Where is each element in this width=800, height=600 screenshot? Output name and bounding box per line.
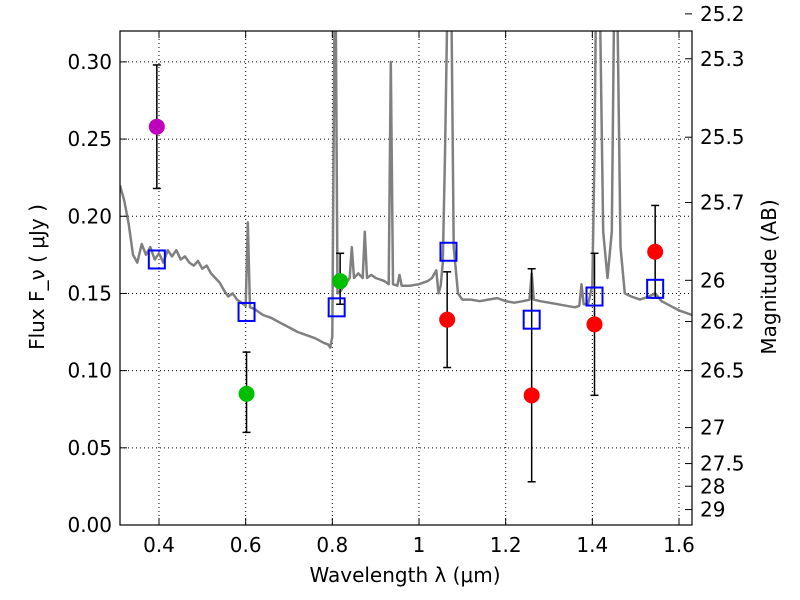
axes: 0.4 0.6 0.8 1 1.2 1.4 1.6 0.00 0.05 0.10 0.15 0.20 0… — [67, 2, 744, 557]
right-tick-label: 29 — [700, 498, 725, 522]
y-tick-label: 0.10 — [67, 359, 112, 383]
y-tick-label: 0.20 — [67, 204, 112, 228]
right-tick-label: 25.7 — [700, 191, 745, 215]
right-tick-label: 27.5 — [700, 452, 745, 476]
observed-point — [439, 311, 456, 328]
right-tick-label: 26.5 — [700, 359, 745, 383]
right-tick-label: 26.2 — [700, 310, 745, 334]
x-tick-label: 1 — [413, 533, 426, 557]
y-axis-label: Flux F_ν ( μJy ) — [25, 204, 49, 350]
observed-point — [148, 118, 165, 135]
model-square — [327, 297, 346, 318]
y-tick-label: 0.25 — [67, 127, 112, 151]
observed-point — [586, 316, 603, 333]
model-square — [585, 286, 604, 307]
observed-point — [523, 387, 540, 404]
x-tick-label: 0.6 — [230, 533, 262, 557]
observed-point — [332, 273, 349, 290]
right-tick-label: 28 — [700, 474, 725, 498]
right-tick-label: 26 — [700, 268, 725, 292]
x-tick-label: 0.4 — [143, 533, 175, 557]
observed-point — [647, 243, 664, 260]
model-square — [646, 278, 665, 299]
x-tick-label: 0.8 — [316, 533, 348, 557]
x-tick-label: 1.2 — [490, 533, 522, 557]
x-tick-label: 1.6 — [663, 533, 695, 557]
plot-frame — [119, 30, 693, 526]
right-tick-label: 25.2 — [700, 2, 745, 26]
x-axis-label: Wavelength λ (μm) — [309, 563, 500, 587]
model-photometry — [147, 241, 665, 330]
model-square — [439, 241, 458, 262]
right-tick-label: 25.3 — [700, 47, 745, 71]
observed-points — [148, 118, 664, 404]
model-square — [522, 309, 541, 330]
y-tick-label: 0.00 — [67, 513, 112, 537]
y-tick-label: 0.05 — [67, 436, 112, 460]
model-square — [237, 301, 256, 322]
model-square — [147, 249, 166, 270]
y-tick-label: 0.15 — [67, 281, 112, 305]
right-tick-label: 25.5 — [700, 125, 745, 149]
observed-point — [238, 385, 255, 402]
y-tick-label: 0.30 — [67, 50, 112, 74]
x-tick-label: 1.4 — [576, 533, 608, 557]
right-tick-label: 27 — [700, 416, 725, 440]
right-axis-label: Magnitude (AB) — [757, 199, 781, 354]
